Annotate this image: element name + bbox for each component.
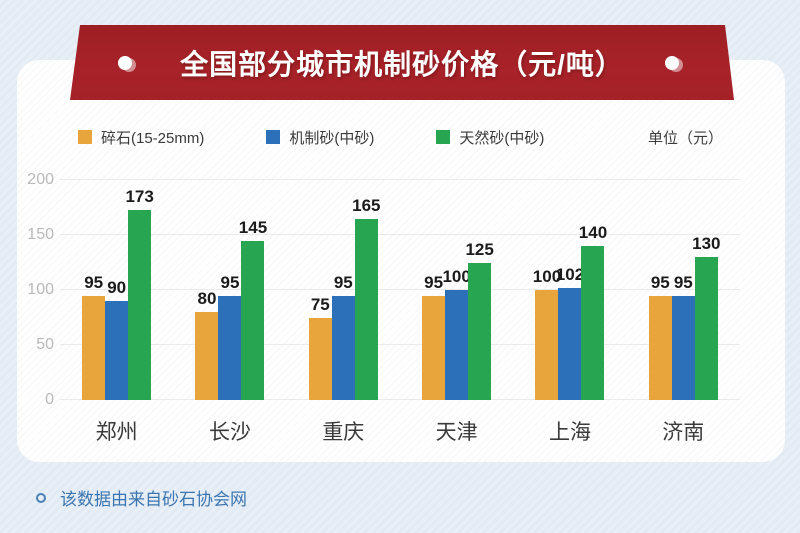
bar-value-label: 95 — [220, 272, 240, 292]
bar-group-郑州: 95 90 173 — [60, 180, 173, 400]
bar-重庆-天然砂(中砂): 165 — [352, 196, 381, 400]
bar-value-label: 95 — [650, 272, 670, 292]
legend-item-crushed-stone: 碎石(15-25mm) — [78, 127, 204, 148]
bar-天津-碎石(15-25mm): 95 — [422, 273, 446, 400]
bar-长沙-机制砂(中砂): 95 — [218, 273, 242, 400]
bar-group-长沙: 80 95 145 — [173, 180, 286, 400]
banner-stud-icon — [665, 56, 679, 70]
source-note: 该数据由来自砂石协会网 — [36, 485, 247, 510]
bar-天津-天然砂(中砂): 125 — [465, 240, 494, 400]
bar-group-济南: 95 95 130 — [627, 180, 740, 400]
bar-上海-碎石(15-25mm): 100 — [533, 267, 561, 400]
bar-value-label: 100 — [532, 267, 562, 286]
bar-value-label: 100 — [442, 267, 471, 286]
bar-value-label: 95 — [84, 272, 104, 292]
bar-group-上海: 100 102 140 — [513, 180, 626, 400]
bar-value-label: 145 — [238, 217, 268, 237]
x-axis-label-上海: 上海 — [548, 421, 591, 444]
x-axis-labels: 郑州 长沙 重庆 天津 上海 济南 — [60, 416, 740, 446]
y-tick-label-100: 100 — [27, 281, 54, 298]
bar-郑州-碎石(15-25mm): 95 — [82, 273, 106, 400]
chart-title: 全国部分城市机制砂价格（元/吨） — [180, 48, 624, 80]
gridline-200 — [60, 179, 740, 180]
bar-value-label: 130 — [692, 234, 721, 253]
bar-value-label: 80 — [197, 289, 217, 308]
bar-济南-机制砂(中砂): 95 — [671, 273, 695, 400]
legend-swatch-crushed-stone — [78, 130, 92, 144]
legend: 碎石(15-25mm) 机制砂(中砂) 天然砂(中砂) 单位（元） — [17, 124, 785, 150]
bar-郑州-天然砂(中砂): 173 — [125, 187, 154, 400]
chart-panel: 碎石(15-25mm) 机制砂(中砂) 天然砂(中砂) 单位（元） 95 90 17… — [17, 60, 785, 462]
legend-label: 碎石(15-25mm) — [101, 129, 205, 147]
gridline-0 — [60, 399, 740, 400]
banner-stud-icon — [118, 56, 132, 70]
plot-area: 95 90 173 80 95 145 75 95 165 95 100 125 100 102 140 95… — [27, 172, 740, 408]
bar-value-label: 173 — [125, 186, 154, 206]
y-tick-label-150: 150 — [27, 226, 54, 243]
unit-label: 单位（元） — [647, 129, 723, 147]
bar-value-label: 102 — [555, 264, 585, 284]
x-axis-label-长沙: 长沙 — [208, 421, 251, 444]
x-axis-label-郑州: 郑州 — [95, 421, 138, 444]
bar-天津-机制砂(中砂): 100 — [442, 267, 471, 400]
legend-swatch-natural-sand — [436, 130, 451, 144]
gridline-50 — [60, 344, 740, 345]
circle-bullet-icon — [36, 492, 46, 503]
x-axis-label-天津: 天津 — [435, 421, 478, 444]
source-note-text: 该数据由来自砂石协会网 — [60, 490, 247, 509]
x-axis-label-济南: 济南 — [662, 421, 705, 444]
bar-长沙-碎石(15-25mm): 80 — [195, 289, 219, 400]
bar-郑州-机制砂(中砂): 90 — [105, 278, 129, 400]
bar-济南-碎石(15-25mm): 95 — [648, 273, 672, 400]
bar-济南-天然砂(中砂): 130 — [692, 234, 720, 400]
legend-item-machine-sand: 机制砂(中砂) — [266, 127, 374, 148]
y-tick-label-0: 0 — [45, 391, 54, 408]
bar-value-label: 90 — [107, 278, 127, 297]
legend-label: 机制砂(中砂) — [289, 129, 375, 147]
bar-value-label: 75 — [310, 294, 330, 314]
gridline-150 — [60, 234, 740, 235]
bar-groups: 95 90 173 80 95 145 75 95 165 95 100 125 100 102 140 95… — [60, 180, 740, 400]
bar-重庆-机制砂(中砂): 95 — [331, 273, 355, 400]
bar-上海-机制砂(中砂): 102 — [556, 265, 584, 400]
bar-value-label: 140 — [578, 223, 608, 242]
y-tick-label-200: 200 — [27, 171, 54, 188]
bar-上海-天然砂(中砂): 140 — [579, 223, 607, 400]
bar-value-label: 95 — [333, 272, 353, 292]
bar-group-天津: 95 100 125 — [400, 180, 513, 400]
bar-value-label: 95 — [424, 272, 444, 292]
bar-value-label: 125 — [465, 239, 494, 259]
bar-value-label: 165 — [352, 195, 381, 215]
y-tick-label-50: 50 — [36, 336, 54, 353]
title-banner: 全国部分城市机制砂价格（元/吨） — [70, 25, 734, 100]
x-axis-label-重庆: 重庆 — [322, 421, 365, 444]
gridline-100 — [60, 289, 740, 290]
legend-label: 天然砂(中砂) — [459, 129, 545, 147]
bar-group-重庆: 75 95 165 — [287, 180, 400, 400]
bar-value-label: 95 — [673, 272, 693, 292]
legend-item-natural-sand: 天然砂(中砂) — [436, 127, 544, 148]
legend-swatch-machine-sand — [266, 130, 281, 144]
bar-长沙-天然砂(中砂): 145 — [239, 218, 267, 400]
bar-重庆-碎石(15-25mm): 75 — [308, 295, 332, 400]
bar-chart: 95 90 173 80 95 145 75 95 165 95 100 125 100 102 140 95… — [27, 172, 740, 480]
